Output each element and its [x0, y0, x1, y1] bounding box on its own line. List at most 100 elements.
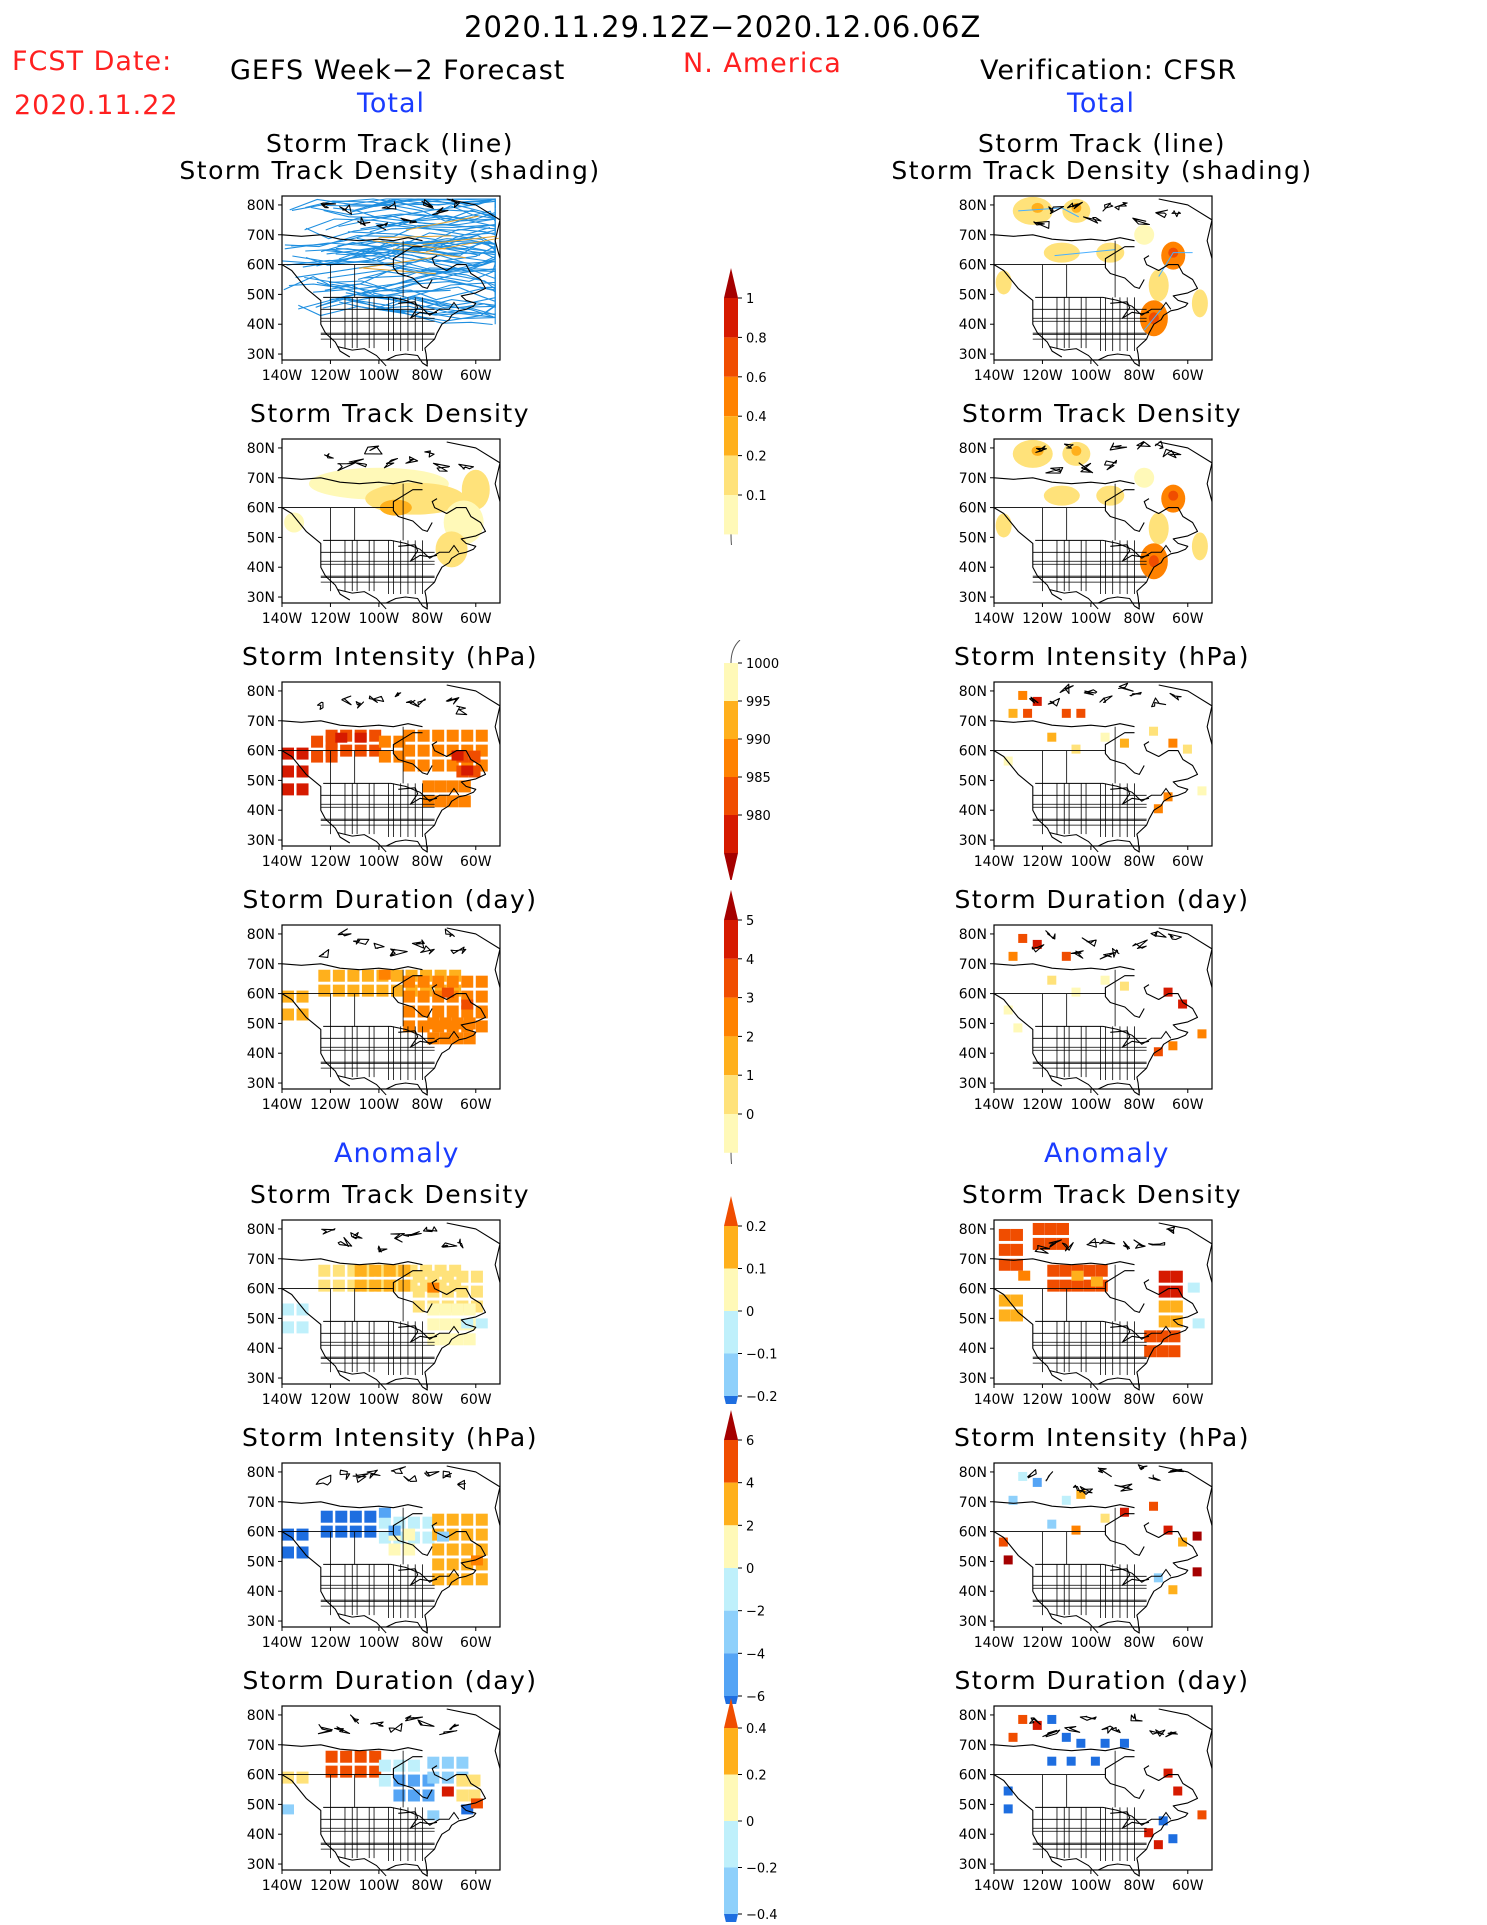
lon-tick-label: 100W: [359, 1878, 400, 1894]
us-canada-border: [323, 1025, 460, 1045]
us-mexico-border: [337, 589, 387, 610]
grid-cell: [439, 1303, 452, 1316]
grid-cell: [1071, 987, 1081, 997]
arctic-island: [1079, 1486, 1094, 1495]
colorbar-segment: [724, 1568, 738, 1611]
lon-tick-label: 100W: [1071, 1392, 1112, 1408]
colorbar-arrow-top: [724, 1698, 738, 1728]
colorbar-segment: [724, 997, 738, 1037]
lat-tick-label: 70N: [247, 471, 275, 487]
arctic-island: [445, 697, 460, 705]
grid-cell: [296, 1546, 309, 1559]
grid-cell: [417, 744, 430, 757]
lat-tick-label: 30N: [247, 1857, 275, 1873]
arctic-island: [1045, 930, 1056, 940]
title-duration-anom-right: Storm Duration (day): [954, 1666, 1250, 1695]
grid-cell: [446, 1543, 459, 1556]
arctic-island: [1148, 1474, 1161, 1481]
lat-tick-label: 40N: [959, 1046, 987, 1062]
lon-tick-label: 100W: [359, 1097, 400, 1113]
storm-track-line: [337, 241, 496, 256]
great-lakes: [1110, 1325, 1150, 1343]
shading-blob: [284, 512, 305, 533]
borders: [323, 296, 460, 367]
state-lines: [994, 726, 1147, 838]
coastline-hudson: [1104, 1270, 1145, 1313]
map-frame: [993, 1462, 1213, 1628]
us-mexico-border: [337, 1370, 387, 1391]
lat-tick-label: 60N: [959, 1282, 987, 1298]
grid-cell: [1192, 1567, 1202, 1577]
grid-cell: [361, 984, 374, 997]
lon-tick-label: 80W: [411, 1878, 443, 1894]
coastline-atlantic: [1097, 255, 1199, 367]
grid-cell: [456, 1789, 469, 1802]
coastline-arctic: [993, 1501, 1135, 1509]
us-canada-border: [1035, 1025, 1172, 1045]
grid-cell: [441, 1771, 454, 1784]
grid-cell: [296, 747, 309, 760]
grid-cell: [296, 1321, 309, 1334]
grid-cell: [427, 1810, 440, 1821]
lat-tick-label: 40N: [959, 1341, 987, 1357]
shading-blob: [1191, 532, 1208, 561]
storm-track-line: [305, 200, 496, 222]
lat-tick-label: 50N: [959, 1554, 987, 1570]
grid-cell: [332, 1279, 345, 1292]
coastlines: [281, 1465, 501, 1634]
grid-cell: [282, 783, 294, 796]
grid-cell: [427, 1270, 440, 1283]
grid-cell: [369, 729, 382, 742]
colorbar-tick-label: 985: [746, 771, 771, 786]
grid-cell: [369, 1750, 382, 1763]
coastlines: [281, 198, 501, 367]
grid-cell: [432, 1005, 445, 1018]
borders: [323, 1320, 460, 1391]
grid-cell: [1032, 1720, 1042, 1730]
grid-cell: [417, 990, 430, 1003]
storm-track-line: [1054, 249, 1116, 257]
coastlines: [281, 927, 501, 1096]
grid-cell: [1197, 786, 1207, 796]
grid-cell: [383, 1264, 396, 1277]
title-density-anom-right: Storm Track Density: [961, 1180, 1242, 1209]
colorbar-body: 6 4 2 0 −2 −4 −6: [724, 1410, 765, 1704]
coastline-hudson: [392, 246, 433, 289]
colorbar-body: 1 0.8 0.6 0.4 0.2 0.1: [724, 268, 767, 545]
arctic-island: [403, 1231, 422, 1237]
shading-blob: [1148, 269, 1169, 302]
arctic-island: [1166, 1226, 1176, 1234]
lat-tick-label: 80N: [959, 927, 987, 943]
grid-cell: [364, 1510, 377, 1523]
coastlines: [993, 682, 1213, 853]
map-duration-forecast: 80N 70N 60N 50N 40N 30N 140W 120W 100W 80W 60W: [247, 924, 501, 1113]
map-frame: [993, 1705, 1213, 1871]
grid-cell: [451, 1303, 464, 1316]
grid-cell: [1061, 708, 1071, 718]
grid-cell: [1163, 792, 1173, 802]
borders: [323, 782, 460, 853]
lon-tick-label: 100W: [359, 368, 400, 384]
coastline-atlantic: [385, 1522, 487, 1634]
grid-cell: [403, 759, 416, 772]
grid-cell: [468, 1774, 481, 1787]
grid-cell: [475, 1318, 488, 1329]
colorbar-duration: 5 4 3 2 1 0: [724, 890, 754, 1164]
title-density-anom-left: Storm Track Density: [249, 1180, 530, 1209]
grid-cell: [1008, 1495, 1018, 1505]
colorbar-segment: [724, 1075, 738, 1114]
colorbar-tick-label: 4: [746, 1477, 754, 1492]
arctic-island: [1171, 210, 1182, 218]
arctic-island: [1086, 1237, 1100, 1248]
colorbar-segment: [724, 1653, 738, 1696]
data-shading: [282, 1264, 488, 1346]
grid-cell: [325, 1765, 338, 1778]
grid-cell: [1163, 1525, 1173, 1535]
colorbar-segment: [724, 495, 738, 535]
colorbar-body: 1000 995 990 985 980: [724, 640, 779, 880]
grid-cell: [325, 735, 338, 748]
lon-tick-label: 140W: [262, 611, 303, 627]
colorbar-tick-label: 0.1: [746, 1263, 767, 1278]
grid-cell: [403, 1005, 416, 1018]
grid-cell: [456, 1270, 469, 1283]
